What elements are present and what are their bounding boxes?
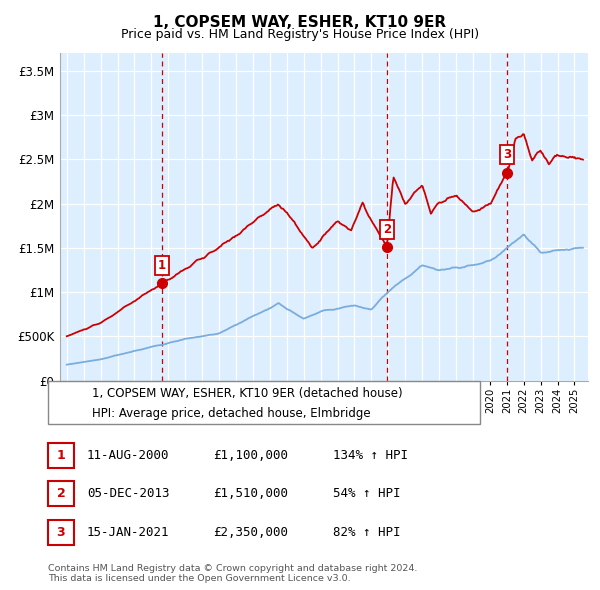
Text: 1: 1 [158,259,166,272]
Text: £1,510,000: £1,510,000 [213,487,288,500]
Text: £1,100,000: £1,100,000 [213,449,288,462]
Text: 3: 3 [56,526,65,539]
Text: 1, COPSEM WAY, ESHER, KT10 9ER: 1, COPSEM WAY, ESHER, KT10 9ER [154,15,446,30]
Text: 134% ↑ HPI: 134% ↑ HPI [333,449,408,462]
Text: 11-AUG-2000: 11-AUG-2000 [87,449,170,462]
Text: 15-JAN-2021: 15-JAN-2021 [87,526,170,539]
Text: 3: 3 [503,148,512,162]
Text: £2,350,000: £2,350,000 [213,526,288,539]
Text: 2: 2 [383,222,391,236]
Text: 2: 2 [56,487,65,500]
Text: 82% ↑ HPI: 82% ↑ HPI [333,526,401,539]
Text: 1, COPSEM WAY, ESHER, KT10 9ER (detached house): 1, COPSEM WAY, ESHER, KT10 9ER (detached… [92,386,403,399]
Text: Price paid vs. HM Land Registry's House Price Index (HPI): Price paid vs. HM Land Registry's House … [121,28,479,41]
Text: 05-DEC-2013: 05-DEC-2013 [87,487,170,500]
Text: Contains HM Land Registry data © Crown copyright and database right 2024.
This d: Contains HM Land Registry data © Crown c… [48,563,418,583]
Text: 1: 1 [56,449,65,462]
Text: 54% ↑ HPI: 54% ↑ HPI [333,487,401,500]
Text: HPI: Average price, detached house, Elmbridge: HPI: Average price, detached house, Elmb… [92,407,370,419]
